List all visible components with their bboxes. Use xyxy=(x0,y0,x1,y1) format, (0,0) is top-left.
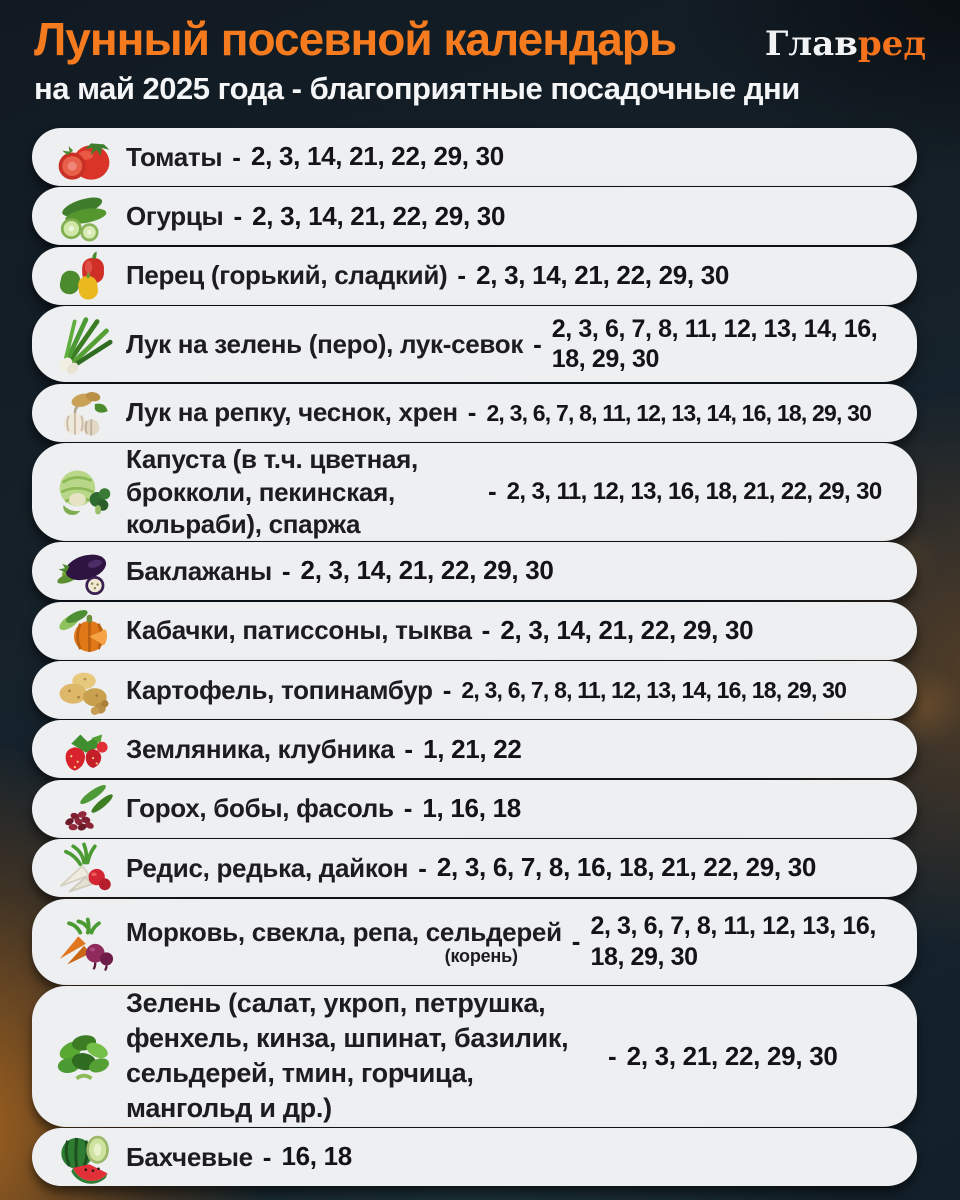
row-melon: Бахчевые - 16, 18 xyxy=(32,1128,917,1186)
row-days: 2, 3, 6, 7, 8, 16, 18, 21, 22, 29, 30 xyxy=(436,852,817,883)
row-days: 1, 16, 18 xyxy=(422,793,521,824)
dash-separator: - xyxy=(403,793,413,824)
row-strawberry: Земляника, клубника - 1, 21, 22 xyxy=(32,720,917,779)
row-days: 2, 3, 6, 7, 8, 11, 12, 13, 16, 18, 29, 3… xyxy=(590,912,876,971)
radish-icon xyxy=(42,839,126,897)
row-radish: Редис, редька, дайкон - 2, 3, 6, 7, 8, 1… xyxy=(32,839,917,898)
dash-separator: - xyxy=(608,1040,617,1071)
row-potato: Картофель, топинамбур - 2, 3, 6, 7, 8, 1… xyxy=(32,661,917,719)
row-days: 2, 3, 11, 12, 13, 16, 18, 21, 22, 29, 30 xyxy=(506,478,883,506)
row-label: Земляника, клубника xyxy=(126,733,395,764)
green-onion-icon xyxy=(42,314,126,375)
row-label: Кабачки, патиссоны, тыква xyxy=(126,615,472,646)
dash-separator: - xyxy=(481,615,491,646)
row-name: Зелень xyxy=(126,988,221,1019)
header: Лунный посевной календарь на май 2025 го… xyxy=(34,14,930,107)
row-label: Капуста (в т.ч. цветная, брокколи, пекин… xyxy=(126,443,478,541)
row-days: 1, 21, 22 xyxy=(423,733,522,764)
glavred-logo: Главред xyxy=(765,24,926,64)
row-days: 2, 3, 14, 21, 22, 29, 30 xyxy=(250,141,504,172)
melon-icon xyxy=(42,1128,126,1186)
row-label: Лук на репку, чеснок, хрен xyxy=(126,397,458,428)
row-label: Редис, редька, дайкон xyxy=(126,852,409,883)
row-note: (салат, укроп, петрушка, фенхель, кинза,… xyxy=(126,988,569,1124)
row-label: Морковь, свекла, репа, сельдерей (корень… xyxy=(126,917,562,967)
dash-separator: - xyxy=(533,328,542,359)
dash-separator: - xyxy=(457,260,467,291)
dash-separator: - xyxy=(442,674,452,705)
dash-separator: - xyxy=(281,555,291,586)
strawberry-icon xyxy=(42,720,126,778)
row-label: Огурцы xyxy=(126,200,224,231)
row-days: 2, 3, 14, 21, 22, 29, 30 xyxy=(300,555,554,586)
dash-separator: - xyxy=(467,397,477,428)
row-garlic-onion: Лук на репку, чеснок, хрен - 2, 3, 6, 7,… xyxy=(32,383,917,442)
logo-part-white: Глав xyxy=(764,24,858,64)
calendar-list: Томаты - 2, 3, 14, 21, 22, 29, 30 Огурцы… xyxy=(32,128,917,1186)
row-cabbage: Капуста (в т.ч. цветная, брокколи, пекин… xyxy=(32,443,917,541)
dash-separator: - xyxy=(418,852,427,883)
row-days: 2, 3, 6, 7, 8, 11, 12, 13, 14, 16, 18, 2… xyxy=(461,676,847,703)
row-days: 2, 3, 6, 7, 8, 11, 12, 13, 14, 16, 18, 2… xyxy=(486,399,872,426)
dash-separator: - xyxy=(232,141,241,172)
tomatoes-icon xyxy=(42,128,126,186)
page-subtitle: на май 2025 года - благоприятные посадоч… xyxy=(34,70,800,106)
row-days: 2, 3, 14, 21, 22, 29, 30 xyxy=(500,614,754,645)
row-note: (корень) xyxy=(444,945,518,966)
row-beans: Горох, бобы, фасоль - 1, 16, 18 xyxy=(32,779,917,838)
garlic-onion-icon xyxy=(42,384,126,442)
row-label: Горох, бобы, фасоль xyxy=(126,793,394,824)
row-label: Картофель, топинамбур xyxy=(126,674,433,705)
dash-separator: - xyxy=(404,733,414,764)
row-days: 2, 3, 14, 21, 22, 29, 30 xyxy=(476,260,730,291)
logo-part-orange: ред xyxy=(857,24,926,64)
cucumbers-icon xyxy=(42,187,126,245)
row-label: Лук на зелень (перо), лук-севок xyxy=(126,328,524,359)
pumpkin-icon xyxy=(42,602,126,660)
row-peppers: Перец (горький, сладкий) - 2, 3, 14, 21,… xyxy=(32,246,917,305)
peppers-icon xyxy=(42,247,126,305)
row-days: 2, 3, 14, 21, 22, 29, 30 xyxy=(252,200,506,231)
row-green-onion: Лук на зелень (перо), лук-севок - 2, 3, … xyxy=(32,306,917,383)
row-carrot-beet: Морковь, свекла, репа, сельдерей (корень… xyxy=(32,898,917,985)
dash-separator: - xyxy=(262,1141,272,1172)
row-days: 2, 3, 6, 7, 8, 11, 12, 13, 14, 16, 18, 2… xyxy=(551,314,878,374)
row-cucumbers: Огурцы - 2, 3, 14, 21, 22, 29, 30 xyxy=(32,187,917,246)
row-label: Баклажаны xyxy=(126,555,272,586)
potato-icon xyxy=(42,661,126,719)
beans-icon xyxy=(42,780,126,838)
row-days: 2, 3, 21, 22, 29, 30 xyxy=(626,1040,838,1071)
row-days: 16, 18 xyxy=(281,1141,352,1172)
page-title: Лунный посевной календарь xyxy=(34,13,677,65)
row-tomatoes: Томаты - 2, 3, 14, 21, 22, 29, 30 xyxy=(32,128,917,186)
row-label: Зелень (салат, укроп, петрушка, фенхель,… xyxy=(126,986,598,1126)
carrot-beet-icon xyxy=(42,912,126,972)
row-note: (в т.ч. цветная, брокколи, пекинская, ко… xyxy=(126,444,418,540)
row-greens: Зелень (салат, укроп, петрушка, фенхель,… xyxy=(32,986,917,1127)
dash-separator: - xyxy=(571,926,581,957)
row-label: Томаты xyxy=(126,141,223,172)
row-label: Бахчевые xyxy=(126,1141,253,1172)
cabbage-icon xyxy=(42,462,126,522)
row-name2: спаржа xyxy=(268,509,361,540)
dash-separator: - xyxy=(488,476,497,507)
row-name: Капуста xyxy=(126,444,226,475)
row-pumpkin: Кабачки, патиссоны, тыква - 2, 3, 14, 21… xyxy=(32,601,917,660)
greens-icon xyxy=(42,1026,126,1086)
row-eggplant: Баклажаны - 2, 3, 14, 21, 22, 29, 30 xyxy=(32,542,917,601)
dash-separator: - xyxy=(233,200,243,231)
row-label: Перец (горький, сладкий) xyxy=(126,260,448,291)
row-name: Морковь, свекла, репа, сельдерей xyxy=(126,916,562,947)
eggplant-icon xyxy=(42,542,126,600)
